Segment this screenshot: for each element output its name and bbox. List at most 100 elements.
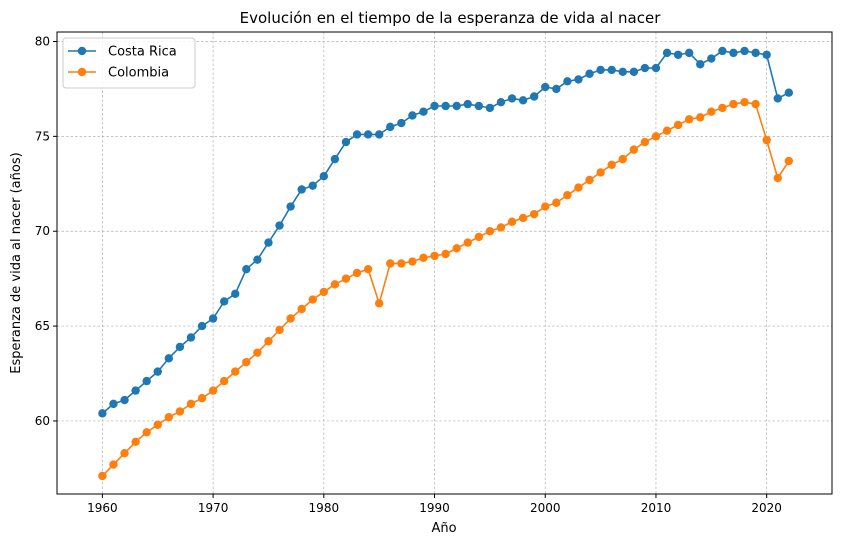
x-tick-label: 1970 xyxy=(198,501,229,515)
data-point-costa-rica xyxy=(441,101,450,111)
legend-item-costa-rica: Costa Rica xyxy=(68,45,177,60)
data-point-costa-rica xyxy=(552,84,561,94)
y-tick-label: 60 xyxy=(35,414,50,428)
data-point-costa-rica xyxy=(164,354,174,363)
data-point-costa-rica xyxy=(430,101,439,111)
data-point-costa-rica xyxy=(662,48,672,58)
data-point-colombia xyxy=(507,217,517,226)
data-point-colombia xyxy=(153,420,162,429)
data-point-colombia xyxy=(175,407,185,416)
data-point-costa-rica xyxy=(253,255,262,264)
data-point-costa-rica xyxy=(219,297,229,306)
series-costa-rica xyxy=(98,46,794,418)
data-point-costa-rica xyxy=(596,65,605,75)
data-point-costa-rica xyxy=(474,101,484,111)
data-point-costa-rica xyxy=(109,399,118,409)
data-point-colombia xyxy=(552,198,561,207)
legend-label-colombia: Colombia xyxy=(108,66,169,81)
data-point-costa-rica xyxy=(773,94,782,103)
data-point-costa-rica xyxy=(352,130,362,139)
data-point-colombia xyxy=(629,145,639,154)
data-point-colombia xyxy=(253,348,262,357)
legend-marker-costa-rica xyxy=(77,46,87,56)
data-point-colombia xyxy=(707,107,716,116)
data-point-costa-rica xyxy=(186,333,196,342)
data-point-colombia xyxy=(474,232,484,242)
data-point-colombia xyxy=(684,115,694,124)
data-point-colombia xyxy=(297,304,306,314)
data-point-colombia xyxy=(441,249,450,259)
legend-label-costa-rica: Costa Rica xyxy=(108,45,177,60)
x-tick-label: 2000 xyxy=(530,501,561,515)
data-point-costa-rica xyxy=(507,94,517,103)
data-point-colombia xyxy=(729,99,738,109)
data-point-costa-rica xyxy=(585,69,594,78)
data-point-costa-rica xyxy=(452,101,461,111)
data-point-colombia xyxy=(386,259,395,268)
data-point-colombia xyxy=(463,238,472,247)
data-point-costa-rica xyxy=(718,46,727,56)
data-point-colombia xyxy=(773,173,782,183)
data-point-costa-rica xyxy=(607,65,616,75)
grid-lines xyxy=(57,32,832,494)
data-point-costa-rica xyxy=(485,103,495,113)
chart-title: Evolución en el tiempo de la esperanza d… xyxy=(240,9,662,27)
data-point-colombia xyxy=(419,253,428,262)
y-tick-label: 65 xyxy=(35,319,50,333)
data-point-costa-rica xyxy=(751,48,760,58)
data-point-costa-rica xyxy=(308,181,317,190)
legend-item-colombia: Colombia xyxy=(68,66,169,81)
data-point-colombia xyxy=(109,460,118,469)
data-point-costa-rica xyxy=(762,50,771,59)
data-point-costa-rica xyxy=(419,107,428,116)
data-point-colombia xyxy=(596,168,605,177)
data-point-costa-rica xyxy=(629,67,639,77)
data-point-colombia xyxy=(341,274,351,283)
data-point-costa-rica xyxy=(319,172,329,181)
data-point-costa-rica xyxy=(740,46,749,56)
data-point-colombia xyxy=(186,399,196,409)
data-point-costa-rica xyxy=(341,137,351,147)
data-point-costa-rica xyxy=(651,63,661,73)
data-point-costa-rica xyxy=(707,54,716,63)
data-point-colombia xyxy=(784,156,794,166)
data-point-colombia xyxy=(640,137,650,147)
data-point-colombia xyxy=(541,202,550,211)
data-point-colombia xyxy=(197,393,207,403)
series-line-colombia xyxy=(101,101,790,477)
data-point-costa-rica xyxy=(231,289,240,299)
data-point-colombia xyxy=(740,98,749,107)
data-point-colombia xyxy=(164,412,174,422)
data-point-costa-rica xyxy=(673,50,683,59)
data-point-costa-rica xyxy=(330,154,340,164)
x-tick-label: 2010 xyxy=(641,501,672,515)
y-axis: 60 65 70 75 80 xyxy=(35,34,57,428)
data-point-costa-rica xyxy=(131,386,140,395)
data-point-costa-rica xyxy=(286,202,295,211)
y-tick-label: 75 xyxy=(35,129,50,143)
data-point-costa-rica xyxy=(197,321,207,331)
plot-frame xyxy=(56,31,833,495)
x-tick-label: 1960 xyxy=(87,501,118,515)
data-point-costa-rica xyxy=(529,92,539,101)
data-point-colombia xyxy=(408,257,417,266)
data-point-costa-rica xyxy=(684,48,694,58)
data-point-costa-rica xyxy=(518,96,528,105)
legend-marker-colombia xyxy=(77,67,87,77)
data-point-colombia xyxy=(264,337,273,346)
data-point-colombia xyxy=(673,120,683,130)
data-point-costa-rica xyxy=(142,376,151,386)
data-point-colombia xyxy=(363,264,373,274)
data-point-colombia xyxy=(131,437,140,447)
data-point-costa-rica xyxy=(120,395,129,405)
data-point-colombia xyxy=(242,357,251,367)
data-point-colombia xyxy=(618,154,627,164)
data-point-costa-rica xyxy=(363,130,373,139)
x-tick-label: 1980 xyxy=(309,501,340,515)
data-point-costa-rica xyxy=(784,88,794,97)
data-point-colombia xyxy=(696,113,705,122)
data-point-colombia xyxy=(286,314,295,323)
data-point-costa-rica xyxy=(264,238,273,247)
data-point-colombia xyxy=(330,280,340,289)
